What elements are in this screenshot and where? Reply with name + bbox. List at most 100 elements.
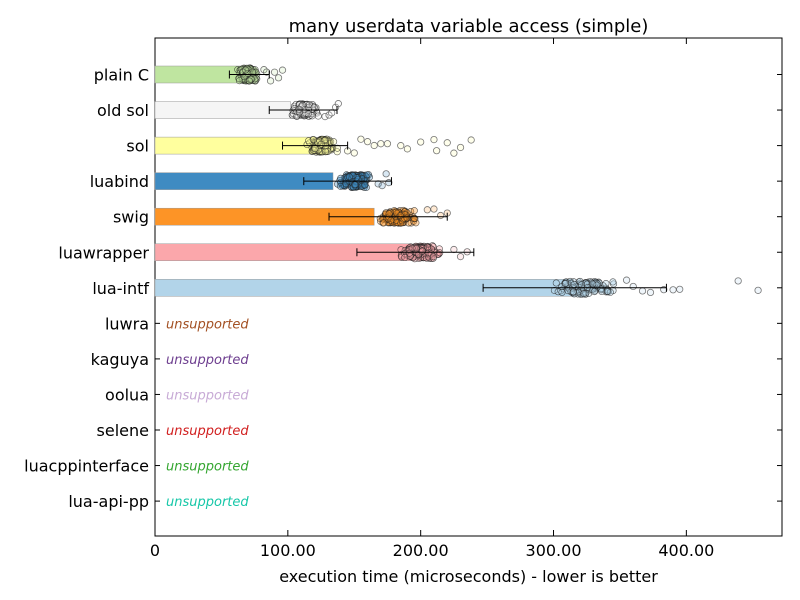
sample-point [242, 66, 250, 74]
sample-point [324, 147, 332, 155]
unsupported-label-luwra: unsupported [166, 317, 249, 332]
outlier-point [278, 66, 287, 74]
sample-cloud-luabind [334, 171, 374, 191]
sample-point [235, 77, 243, 85]
outlier-point [669, 286, 677, 294]
outlier-point [437, 211, 445, 220]
sample-point [396, 212, 404, 220]
outlier-point [397, 142, 405, 150]
y-tick-label-luacppinterface: luacppinterface [24, 457, 149, 476]
outlier-point [266, 77, 275, 85]
y-tick-label-swig: swig [113, 208, 149, 227]
sample-point [408, 244, 416, 252]
outlier-point [357, 135, 365, 143]
outliers-old-sol [321, 100, 342, 121]
sample-point [412, 219, 420, 227]
outlier-point [450, 149, 458, 157]
outlier-point [328, 109, 336, 117]
outlier-point [629, 282, 637, 291]
sample-point [351, 181, 359, 189]
unsupported-label-selene: unsupported [166, 424, 249, 439]
outlier-point [363, 138, 372, 146]
sample-point [245, 77, 253, 85]
sample-cloud-swig [376, 206, 420, 227]
outlier-point [456, 253, 465, 261]
sample-point [401, 254, 409, 262]
outlier-point [377, 140, 385, 148]
outlier-point [433, 147, 441, 155]
x-tick-label-0: 0 [150, 541, 160, 560]
outliers-lua-intf [622, 276, 762, 297]
sample-point [385, 210, 393, 218]
sample-point [580, 290, 588, 298]
outliers-plain-c [260, 66, 287, 85]
sample-point [598, 288, 606, 296]
sample-point [310, 136, 318, 144]
y-tick-label-luwra: luwra [105, 314, 149, 333]
outlier-point [443, 139, 451, 147]
y-tick-label-luawrapper: luawrapper [58, 243, 149, 262]
sample-point [380, 219, 388, 227]
sample-point [304, 110, 312, 118]
sample-point [578, 281, 586, 289]
unsupported-label-luacppinterface: unsupported [166, 460, 249, 475]
y-tick-label-oolua: oolua [105, 385, 149, 404]
x-tick-label-400-00: 400.00 [658, 541, 714, 560]
y-tick-label-lua-intf: lua-intf [92, 279, 149, 298]
outlier-point [274, 74, 283, 82]
sample-cloud-sol [303, 135, 341, 156]
y-tick-label-lua-api-pp: lua-api-pp [68, 492, 149, 511]
outlier-point [378, 182, 386, 190]
sample-point [569, 288, 577, 296]
outlier-point [417, 138, 425, 146]
y-tick-label-kaguya: kaguya [91, 350, 149, 369]
sample-point [337, 174, 345, 182]
sample-point [361, 181, 369, 189]
sample-cloud-plain-c [234, 64, 261, 85]
sample-point [593, 281, 601, 289]
sample-point [318, 148, 326, 156]
sample-point [251, 75, 259, 83]
sample-point [419, 247, 427, 255]
sample-point [424, 243, 432, 251]
unsupported-label-kaguya: unsupported [166, 353, 249, 368]
outlier-point [676, 285, 684, 293]
outlier-point [638, 287, 647, 295]
y-tick-label-old-sol: old sol [97, 101, 149, 120]
plot-area: 0 100.00 200.00 300.00 400.00 plain C old sol s… [24, 37, 783, 560]
outlier-point [270, 68, 279, 76]
unsupported-label-lua-api-pp: unsupported [166, 495, 249, 510]
outlier-point [262, 68, 271, 76]
outlier-point [754, 286, 762, 294]
outlier-point [334, 100, 342, 108]
x-tick-label-300-00: 300.00 [526, 541, 582, 560]
outlier-point [646, 288, 655, 297]
sample-point [317, 140, 325, 148]
sample-point [570, 280, 578, 288]
outlier-point [622, 276, 631, 284]
sample-point [429, 243, 437, 251]
y-tick-label-plain-c: plain C [94, 66, 149, 85]
outlier-point [370, 141, 378, 150]
sample-point [295, 105, 303, 113]
outlier-point [456, 143, 465, 152]
sample-point [379, 215, 387, 223]
outliers-luawrapper [450, 245, 471, 261]
sample-point [589, 280, 597, 288]
y-tick-label-sol: sol [126, 137, 149, 156]
sample-point [310, 103, 318, 111]
outlier-point [423, 206, 431, 214]
sample-point [410, 207, 418, 215]
sample-point [363, 171, 371, 179]
x-axis-label: execution time (microseconds) - lower is… [279, 567, 658, 586]
sample-point [552, 279, 560, 287]
outlier-point [350, 149, 358, 157]
outlier-point [321, 113, 329, 121]
outliers-sol [344, 135, 475, 157]
outlier-point [260, 66, 268, 74]
sample-point [403, 214, 411, 222]
sample-point [330, 138, 338, 146]
sample-cloud-old-sol [288, 100, 322, 120]
